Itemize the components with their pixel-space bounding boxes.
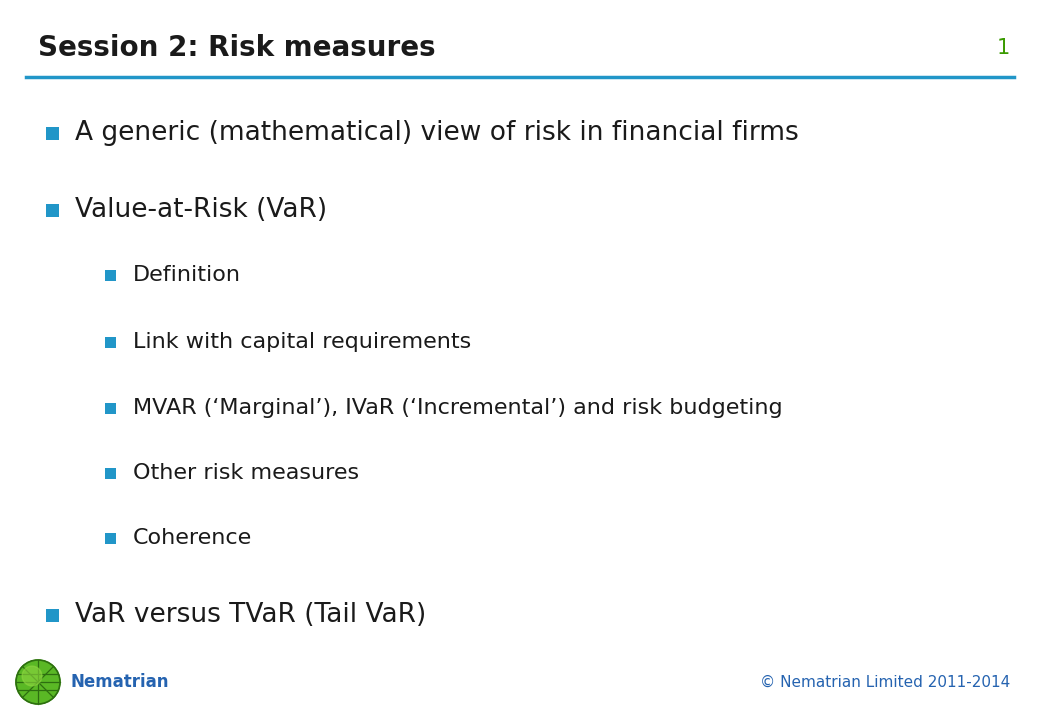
Text: MVAR (‘Marginal’), IVaR (‘Incremental’) and risk budgeting: MVAR (‘Marginal’), IVaR (‘Incremental’) … [133, 398, 783, 418]
Circle shape [22, 666, 42, 686]
Bar [46, 204, 58, 217]
Text: Definition: Definition [133, 265, 241, 285]
Text: Value-at-Risk (VaR): Value-at-Risk (VaR) [75, 197, 328, 223]
Text: A generic (mathematical) view of risk in financial firms: A generic (mathematical) view of risk in… [75, 120, 799, 146]
Text: Coherence: Coherence [133, 528, 253, 548]
Text: Session 2: Risk measures: Session 2: Risk measures [38, 34, 436, 62]
Text: VaR versus TVaR (Tail VaR): VaR versus TVaR (Tail VaR) [75, 602, 426, 628]
Text: © Nematrian Limited 2011-2014: © Nematrian Limited 2011-2014 [760, 675, 1010, 690]
Bar [104, 402, 115, 413]
Bar [104, 467, 115, 479]
Text: 1: 1 [996, 38, 1010, 58]
Text: Link with capital requirements: Link with capital requirements [133, 332, 471, 352]
Bar [46, 608, 58, 621]
Text: Other risk measures: Other risk measures [133, 463, 359, 483]
Bar [46, 127, 58, 140]
Circle shape [16, 660, 60, 704]
Bar [104, 533, 115, 544]
Bar [104, 269, 115, 281]
Bar [104, 336, 115, 348]
Text: Nematrian: Nematrian [70, 673, 168, 691]
